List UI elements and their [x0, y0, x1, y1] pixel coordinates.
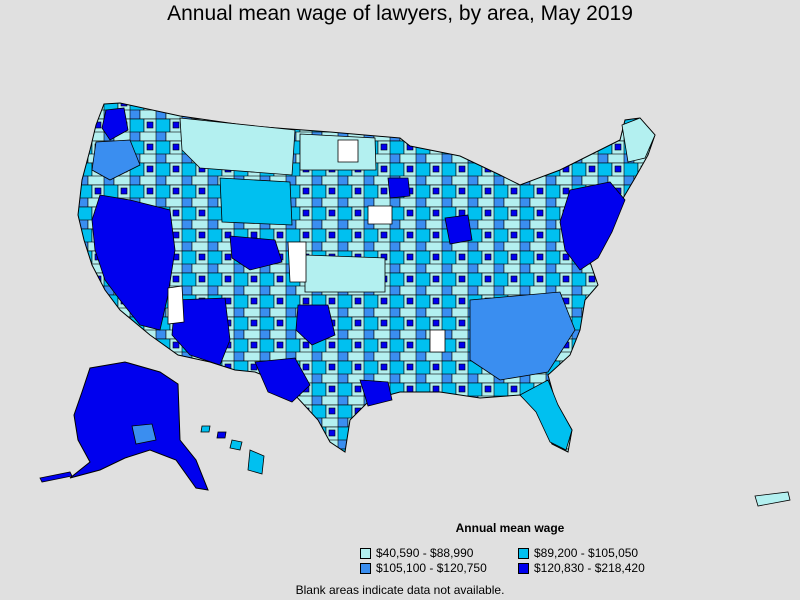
- alaska-interior-region: [131, 423, 157, 445]
- legend-item-2: $89,200 - $105,050: [518, 546, 638, 560]
- hawaii-maui: [229, 439, 243, 451]
- puerto-rico: [754, 491, 791, 507]
- no-data-iowa: [367, 205, 393, 225]
- legend-item-1: $40,590 - $88,990: [360, 546, 473, 560]
- legend-title: Annual mean wage: [455, 521, 565, 535]
- legend-swatch-3: [360, 562, 371, 574]
- region-nevada-california: [91, 194, 176, 331]
- no-data-mississippi: [429, 329, 446, 353]
- legend-item-4: $120,830 - $218,420: [518, 561, 645, 575]
- region-northeast: [559, 181, 626, 271]
- legend-label-1: $40,590 - $88,990: [376, 546, 474, 560]
- hawaii-big-island: [247, 449, 265, 475]
- contiguous-us: [77, 102, 656, 453]
- legend-label-4: $120,830 - $218,420: [534, 561, 645, 575]
- legend-swatch-4: [518, 562, 529, 574]
- region-kansas: [304, 254, 386, 293]
- region-west-texas: [254, 357, 311, 403]
- region-montana: [179, 117, 296, 176]
- region-wyoming: [219, 177, 293, 226]
- legend-item-3: $105,100 - $120,750: [360, 561, 487, 575]
- region-oregon-valley: [91, 139, 141, 181]
- legend-swatch-2: [518, 547, 529, 559]
- no-data-nevada: [167, 285, 185, 325]
- region-arizona: [171, 297, 231, 366]
- region-southeast: [469, 291, 576, 381]
- map-title: Annual mean wage of lawyers, by area, Ma…: [167, 2, 633, 25]
- region-florida: [519, 379, 573, 451]
- region-dallas: [295, 304, 336, 346]
- region-washington: [101, 107, 129, 141]
- legend-swatch-1: [360, 547, 371, 559]
- hawaii-oahu: [216, 431, 227, 439]
- legend-label-2: $89,200 - $105,050: [534, 546, 639, 560]
- hawaii-kauai: [200, 425, 211, 433]
- region-minneapolis: [387, 177, 411, 199]
- alaska: [39, 361, 209, 491]
- region-houston: [359, 379, 393, 407]
- no-data-colorado: [287, 241, 307, 283]
- legend-label-3: $105,100 - $120,750: [376, 561, 487, 575]
- region-chicago: [444, 214, 473, 245]
- footnote: Blank areas indicate data not available.: [295, 583, 505, 597]
- region-maine: [621, 117, 656, 163]
- no-data-south-dakota: [337, 139, 359, 163]
- hawaii: [200, 425, 265, 475]
- region-colorado: [229, 235, 283, 271]
- aleutian-islands: [39, 471, 73, 483]
